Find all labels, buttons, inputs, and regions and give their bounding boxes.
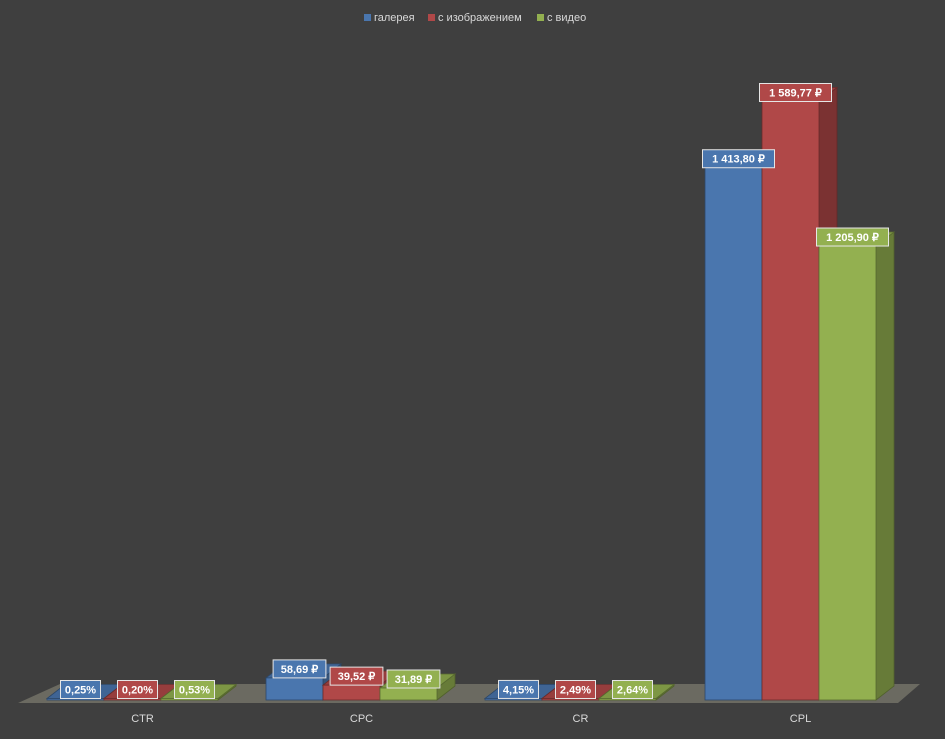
bar-front bbox=[704, 167, 763, 701]
data-label-box bbox=[702, 149, 775, 169]
legend-swatch bbox=[364, 14, 371, 21]
data-label-cr-1: 2,49% bbox=[555, 680, 596, 699]
data-label-text: 31,89 ₽ bbox=[395, 674, 433, 686]
data-label-cr-0: 4,15% bbox=[498, 679, 539, 699]
data-label-text: 58,69 ₽ bbox=[281, 664, 319, 676]
data-labels-group: 0,25% 0,20% 0,53% 58,69 ₽ 39,52 ₽ 31,89 ₽ 4,15… bbox=[60, 82, 889, 699]
data-label-box bbox=[386, 669, 441, 689]
data-label-cpl-1: 1 589,77 ₽ bbox=[759, 82, 832, 102]
bar-front bbox=[379, 687, 438, 701]
legend-swatch bbox=[428, 14, 435, 21]
data-label-box bbox=[612, 680, 653, 699]
legend-label: с изображением bbox=[438, 12, 522, 24]
data-label-ctr-0: 0,25% bbox=[60, 680, 101, 699]
data-label-text: 0,20% bbox=[122, 685, 153, 697]
data-label-cpl-2: 1 205,90 ₽ bbox=[816, 227, 889, 247]
data-label-box bbox=[759, 82, 832, 102]
data-label-cpl-0: 1 413,80 ₽ bbox=[702, 149, 775, 169]
data-label-text: 4,15% bbox=[503, 684, 534, 696]
data-label-text: 1 205,90 ₽ bbox=[826, 232, 879, 244]
chart-floor bbox=[18, 684, 920, 703]
category-label-cr: CR bbox=[573, 713, 589, 725]
data-label-text: 2,64% bbox=[617, 685, 648, 697]
data-label-text: 2,49% bbox=[560, 685, 591, 697]
chart-floor-plane bbox=[18, 684, 920, 703]
bar-front bbox=[322, 684, 381, 701]
legend-label: с видео bbox=[547, 12, 586, 24]
bar-side bbox=[875, 231, 895, 701]
category-label-cpl: CPL bbox=[790, 713, 811, 725]
legend-item-2: с видео bbox=[537, 12, 586, 24]
data-label-box bbox=[329, 666, 384, 686]
legend-swatch bbox=[537, 14, 544, 21]
bars-group bbox=[45, 86, 896, 701]
bar-front bbox=[265, 677, 324, 701]
category-axis: CTR CPC CR CPL bbox=[131, 713, 811, 725]
data-label-text: 1 413,80 ₽ bbox=[712, 154, 765, 166]
data-label-ctr-1: 0,20% bbox=[117, 680, 158, 699]
legend-item-0: галерея bbox=[364, 12, 415, 24]
data-label-box bbox=[174, 680, 215, 699]
bar-front bbox=[818, 245, 877, 701]
legend-label: галерея bbox=[374, 12, 415, 24]
category-label-ctr: CTR bbox=[131, 713, 154, 725]
data-label-cpc-1: 39,52 ₽ bbox=[329, 666, 384, 686]
legend: галерея с изображением с видео bbox=[364, 12, 586, 24]
category-label-cpc: CPC bbox=[350, 713, 373, 725]
data-label-box bbox=[816, 227, 889, 247]
data-label-text: 0,53% bbox=[179, 685, 210, 697]
bar-front bbox=[761, 101, 820, 701]
data-label-box bbox=[117, 680, 158, 699]
data-label-cpc-0: 58,69 ₽ bbox=[272, 659, 327, 679]
bar-cpl-2 bbox=[817, 231, 896, 701]
data-label-box bbox=[272, 659, 327, 679]
data-label-box bbox=[555, 680, 596, 699]
data-label-box bbox=[498, 679, 539, 699]
data-label-text: 1 589,77 ₽ bbox=[769, 87, 822, 99]
data-label-text: 39,52 ₽ bbox=[338, 671, 376, 683]
data-label-cr-2: 2,64% bbox=[612, 680, 653, 699]
legend-item-1: с изображением bbox=[428, 12, 522, 24]
data-label-text: 0,25% bbox=[65, 685, 96, 697]
data-label-box bbox=[60, 680, 101, 699]
data-label-cpc-2: 31,89 ₽ bbox=[386, 669, 441, 689]
data-label-ctr-2: 0,53% bbox=[174, 680, 215, 699]
